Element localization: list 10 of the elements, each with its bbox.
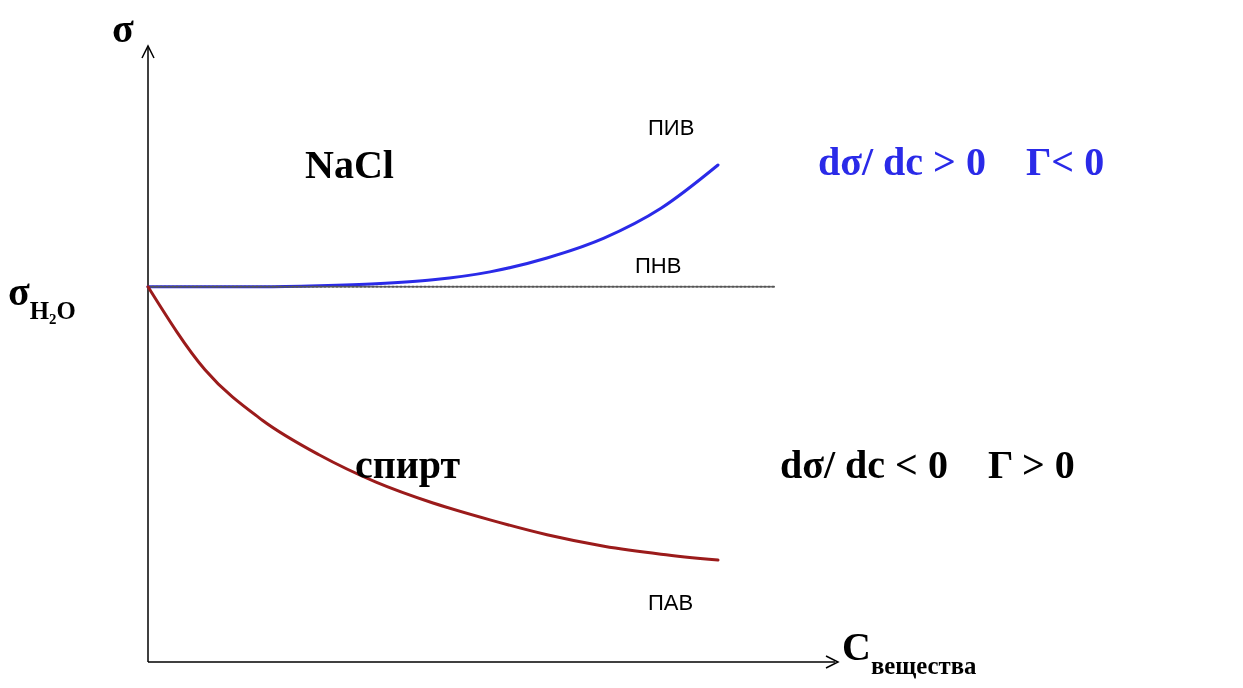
annotation: dσ/ dc > 0 Γ< 0	[818, 139, 1105, 184]
x-axis-title: C$_{вещества}$	[842, 624, 978, 679]
annotation: NaCl	[305, 142, 394, 187]
series-label: ПИВ	[648, 115, 695, 140]
y-axis-title: σ	[112, 6, 134, 51]
annotation: dσ/ dc < 0 Γ > 0	[780, 442, 1075, 487]
series-label: ПНВ	[635, 252, 682, 278]
annotation: спирт	[355, 442, 461, 487]
series-label: ПАВ	[648, 590, 694, 616]
text: σ$_{H₂O}$	[8, 269, 76, 324]
